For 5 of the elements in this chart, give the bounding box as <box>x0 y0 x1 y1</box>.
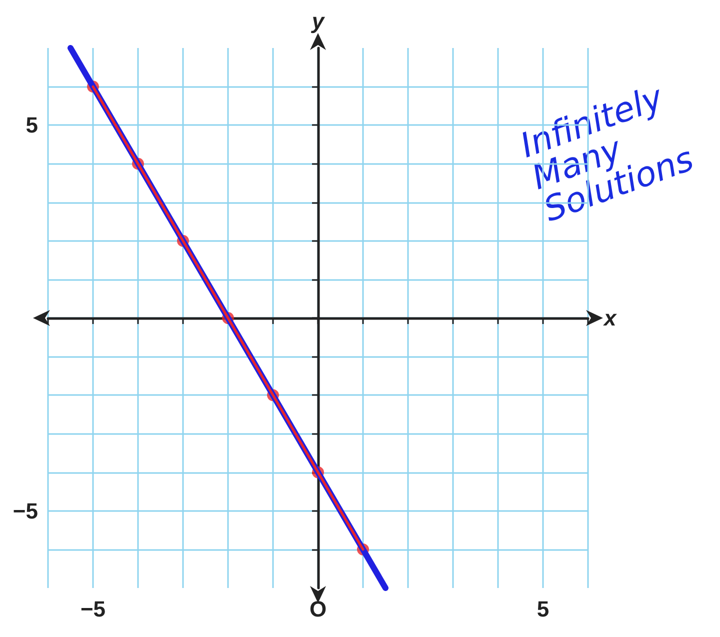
x-tick-label: 5 <box>536 596 550 622</box>
y-axis-title: y <box>310 8 326 34</box>
x-tick-label: −5 <box>80 596 106 622</box>
x-tick-label: O <box>309 596 327 622</box>
x-axis-title: x <box>603 306 617 330</box>
